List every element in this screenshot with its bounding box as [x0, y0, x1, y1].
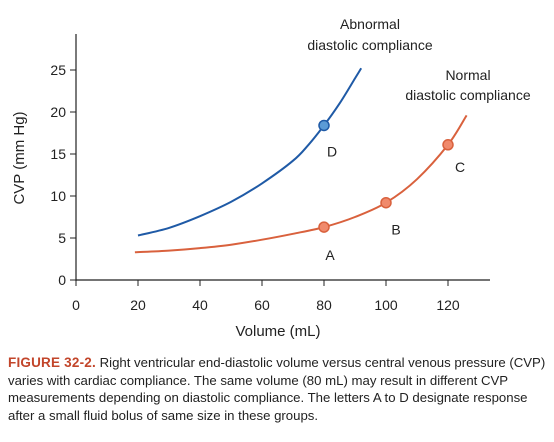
series-label: diastolic compliance	[405, 87, 530, 103]
series-line-normal	[134, 114, 468, 254]
x-tick-label: 120	[436, 297, 460, 313]
figure-label: FIGURE 32-2.	[8, 355, 96, 370]
figure-caption: FIGURE 32-2. Right ventricular end-diast…	[8, 354, 548, 424]
x-tick-label: 0	[72, 297, 80, 313]
point-marker-d	[318, 119, 330, 132]
x-tick-label: 100	[374, 297, 398, 313]
series-label: Normal	[445, 67, 490, 83]
x-axis-title: Volume (mL)	[235, 323, 320, 340]
x-tick-label: 40	[192, 297, 208, 313]
point-label-d: D	[327, 143, 337, 159]
point-marker-a	[318, 221, 330, 233]
point-marker-c	[442, 139, 454, 151]
y-tick-label: 10	[50, 188, 66, 204]
series-line-abnormal	[137, 67, 363, 237]
y-axis-title: CVP (mm Hg)	[11, 111, 28, 204]
x-tick-label: 60	[254, 297, 270, 313]
chart: 0 5 10 15 20 25 0 20 40 60 80 100 120 Volume (mL) CVP …	[11, 16, 531, 340]
point-marker-b	[380, 196, 392, 209]
y-tick-label: 15	[50, 146, 66, 162]
series-label: diastolic compliance	[307, 37, 432, 53]
caption-text: Right ventricular end-diastolic volume v…	[8, 355, 546, 423]
point-label-b: B	[391, 222, 400, 238]
labels-layer: Abnormal diastolic compliance Normal diasto…	[307, 16, 530, 263]
y-tick-label: 25	[50, 62, 66, 78]
y-tick-label: 20	[50, 104, 66, 120]
point-label-c: C	[455, 159, 465, 175]
series-layer	[134, 67, 468, 254]
point-label-a: A	[325, 247, 335, 263]
points-layer	[318, 119, 454, 233]
series-label: Abnormal	[340, 16, 400, 32]
x-tick-label: 20	[130, 297, 146, 313]
y-tick-label: 0	[58, 272, 66, 288]
axes-layer: 0 5 10 15 20 25 0 20 40 60 80 100 120 Volume (mL) CVP …	[11, 34, 490, 340]
x-tick-label: 80	[316, 297, 332, 313]
y-tick-label: 5	[58, 230, 66, 246]
